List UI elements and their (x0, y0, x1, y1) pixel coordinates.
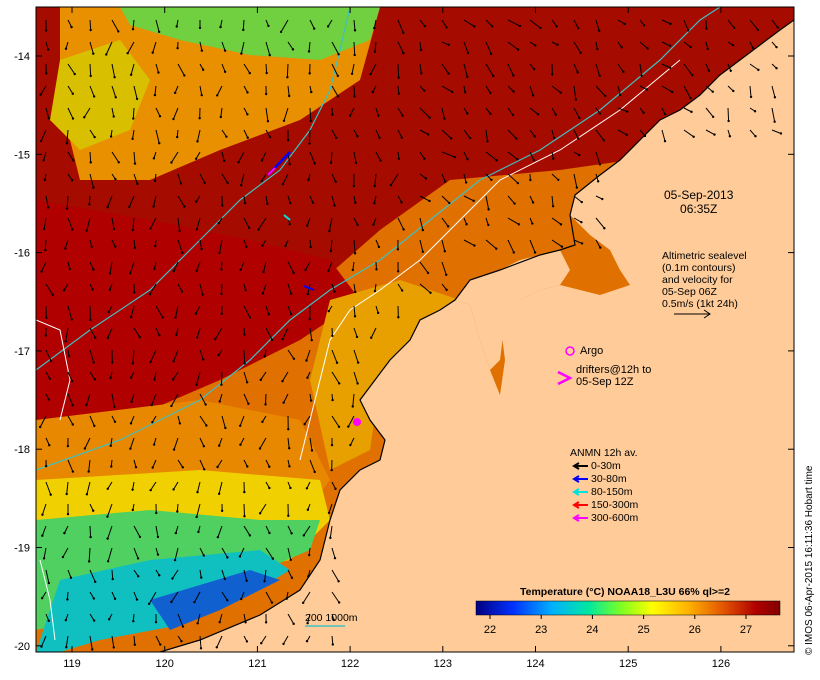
anmn-legend-item: 300-600m (591, 512, 639, 524)
x-tick-label: 119 (63, 658, 81, 670)
colorbar-tick-label: 23 (535, 624, 547, 636)
sealevel-info: Altimetric sealevel (0.1m contours) and … (662, 250, 747, 310)
colorbar-tick-label: 25 (637, 624, 649, 636)
anmn-legend-item: 0-30m (591, 460, 621, 472)
colorbar-tick-label: 27 (740, 624, 752, 636)
argo-label: Argo (580, 345, 604, 357)
legend-arrow-icon (572, 501, 588, 509)
legend-arrow-icon (572, 475, 588, 483)
x-axis: 119 120 121 122 123 124 125 126 (63, 7, 730, 670)
x-tick-label: 120 (156, 658, 174, 670)
colorbar-tick-label: 22 (484, 624, 496, 636)
colorbar (475, 600, 781, 616)
y-tick-label: -19 (14, 543, 30, 555)
legend-arrow-icon (572, 514, 588, 522)
y-tick-label: -20 (14, 641, 30, 653)
x-tick-label: 124 (526, 658, 544, 670)
y-tick-label: -15 (14, 149, 30, 161)
y-tick-label: -16 (14, 248, 30, 260)
anmn-legend-item: 30-80m (591, 473, 627, 485)
x-tick-label: 126 (712, 658, 730, 670)
colorbar-ticks: 22 23 24 25 26 27 (484, 615, 752, 636)
legend-arrow-icon (572, 488, 588, 496)
y-tick-label: -14 (14, 51, 30, 63)
argo-marker (565, 346, 575, 356)
x-tick-label: 121 (248, 658, 266, 670)
colorbar-tick-label: 24 (586, 624, 598, 636)
drifter-marker-magenta (353, 418, 361, 426)
anmn-legend-item: 80-150m (591, 486, 633, 498)
x-tick-label: 122 (341, 658, 359, 670)
drifters-label: drifters@12h to 05-Sep 12Z (576, 364, 652, 388)
colorbar-tick-label: 26 (689, 624, 701, 636)
anmn-legend-arrows (572, 462, 588, 522)
legend-arrow-icon (572, 462, 588, 470)
credit-text: © IMOS 06-Apr-2015 16:11:36 Hobart time (804, 465, 815, 656)
map-plot-area (36, 7, 794, 652)
x-tick-label: 125 (619, 658, 637, 670)
isobath-label: 200 1000m (305, 612, 358, 624)
velocity-arrows (38, 19, 783, 651)
drifter-legend-icon (557, 370, 573, 386)
anmn-legend-item: 150-300m (591, 499, 639, 511)
datetime-label: 05-Sep-2013 06:35Z (664, 188, 734, 216)
x-tick-label: 123 (434, 658, 452, 670)
y-tick-label: -17 (14, 346, 30, 358)
colorbar-title: Temperature (°C) NOAA18_L3U 66% ql>=2 (520, 586, 730, 598)
y-tick-label: -18 (14, 444, 30, 456)
anmn-legend-title: ANMN 12h av. (570, 447, 638, 459)
y-axis: -14 -15 -16 -17 -18 -19 -20 (14, 51, 794, 653)
